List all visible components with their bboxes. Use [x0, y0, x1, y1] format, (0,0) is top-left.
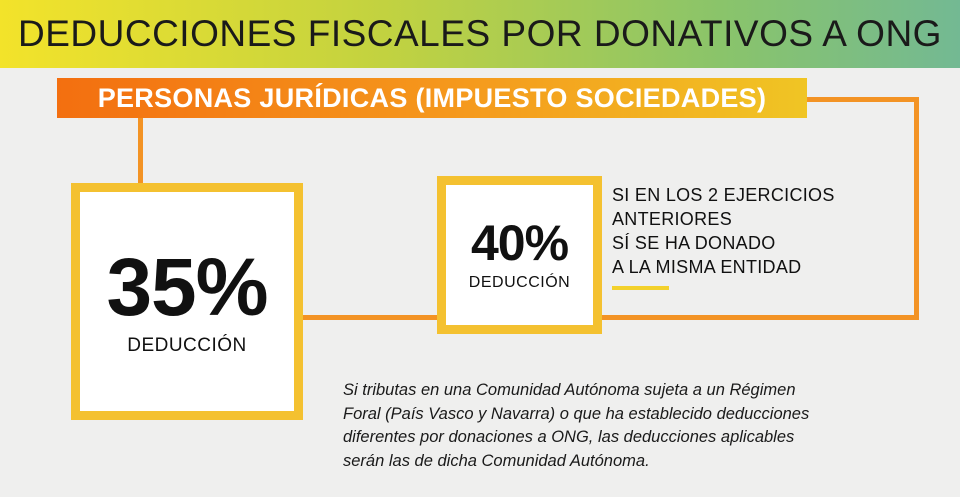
deduction-label-repeat: DEDUCCIÓN [468, 274, 571, 291]
subtitle-banner: PERSONAS JURÍDICAS (IMPUESTO SOCIEDADES) [57, 78, 807, 118]
title-bar: DEDUCCIONES FISCALES POR DONATIVOS A ONG [0, 0, 960, 68]
footnote-line: Foral (País Vasco y Navarra) o que ha es… [343, 404, 810, 423]
accent-underline [612, 286, 669, 290]
connector-right-horizontal [800, 97, 919, 102]
subtitle-text: PERSONAS JURÍDICAS (IMPUESTO SOCIEDADES) [97, 82, 767, 113]
deduction-percentage-main: 35% [106, 241, 268, 333]
connector-right-vertical [914, 97, 919, 319]
deduction-percentage-repeat: 40% [470, 215, 569, 271]
footnote-line: Si tributas en una Comunidad Autónoma su… [343, 381, 796, 399]
condition-text: SI EN LOS 2 EJERCICIOS ANTERIORES SÍ SE … [612, 183, 835, 279]
condition-line: SI EN LOS 2 EJERCICIOS [612, 185, 835, 205]
deduction-label-main: DEDUCCIÓN [127, 334, 247, 356]
connector-bottom-right [600, 315, 919, 320]
footnote-line: serán las de dicha Comunidad Autónoma. [343, 451, 650, 470]
condition-line: SÍ SE HA DONADO [612, 233, 776, 253]
page-title: DEDUCCIONES FISCALES POR DONATIVOS A ONG [18, 13, 942, 54]
connector-middle [301, 315, 439, 320]
deduction-box-35: 35% DEDUCCIÓN [71, 183, 303, 420]
footnote-line: diferentes por donaciones a ONG, las ded… [343, 428, 795, 446]
connector-left-vertical [138, 108, 143, 185]
footnote: Si tributas en una Comunidad Autónoma su… [343, 379, 943, 473]
condition-line: A LA MISMA ENTIDAD [612, 257, 802, 277]
deduction-box-40: 40% DEDUCCIÓN [437, 176, 602, 334]
condition-line: ANTERIORES [612, 209, 733, 229]
